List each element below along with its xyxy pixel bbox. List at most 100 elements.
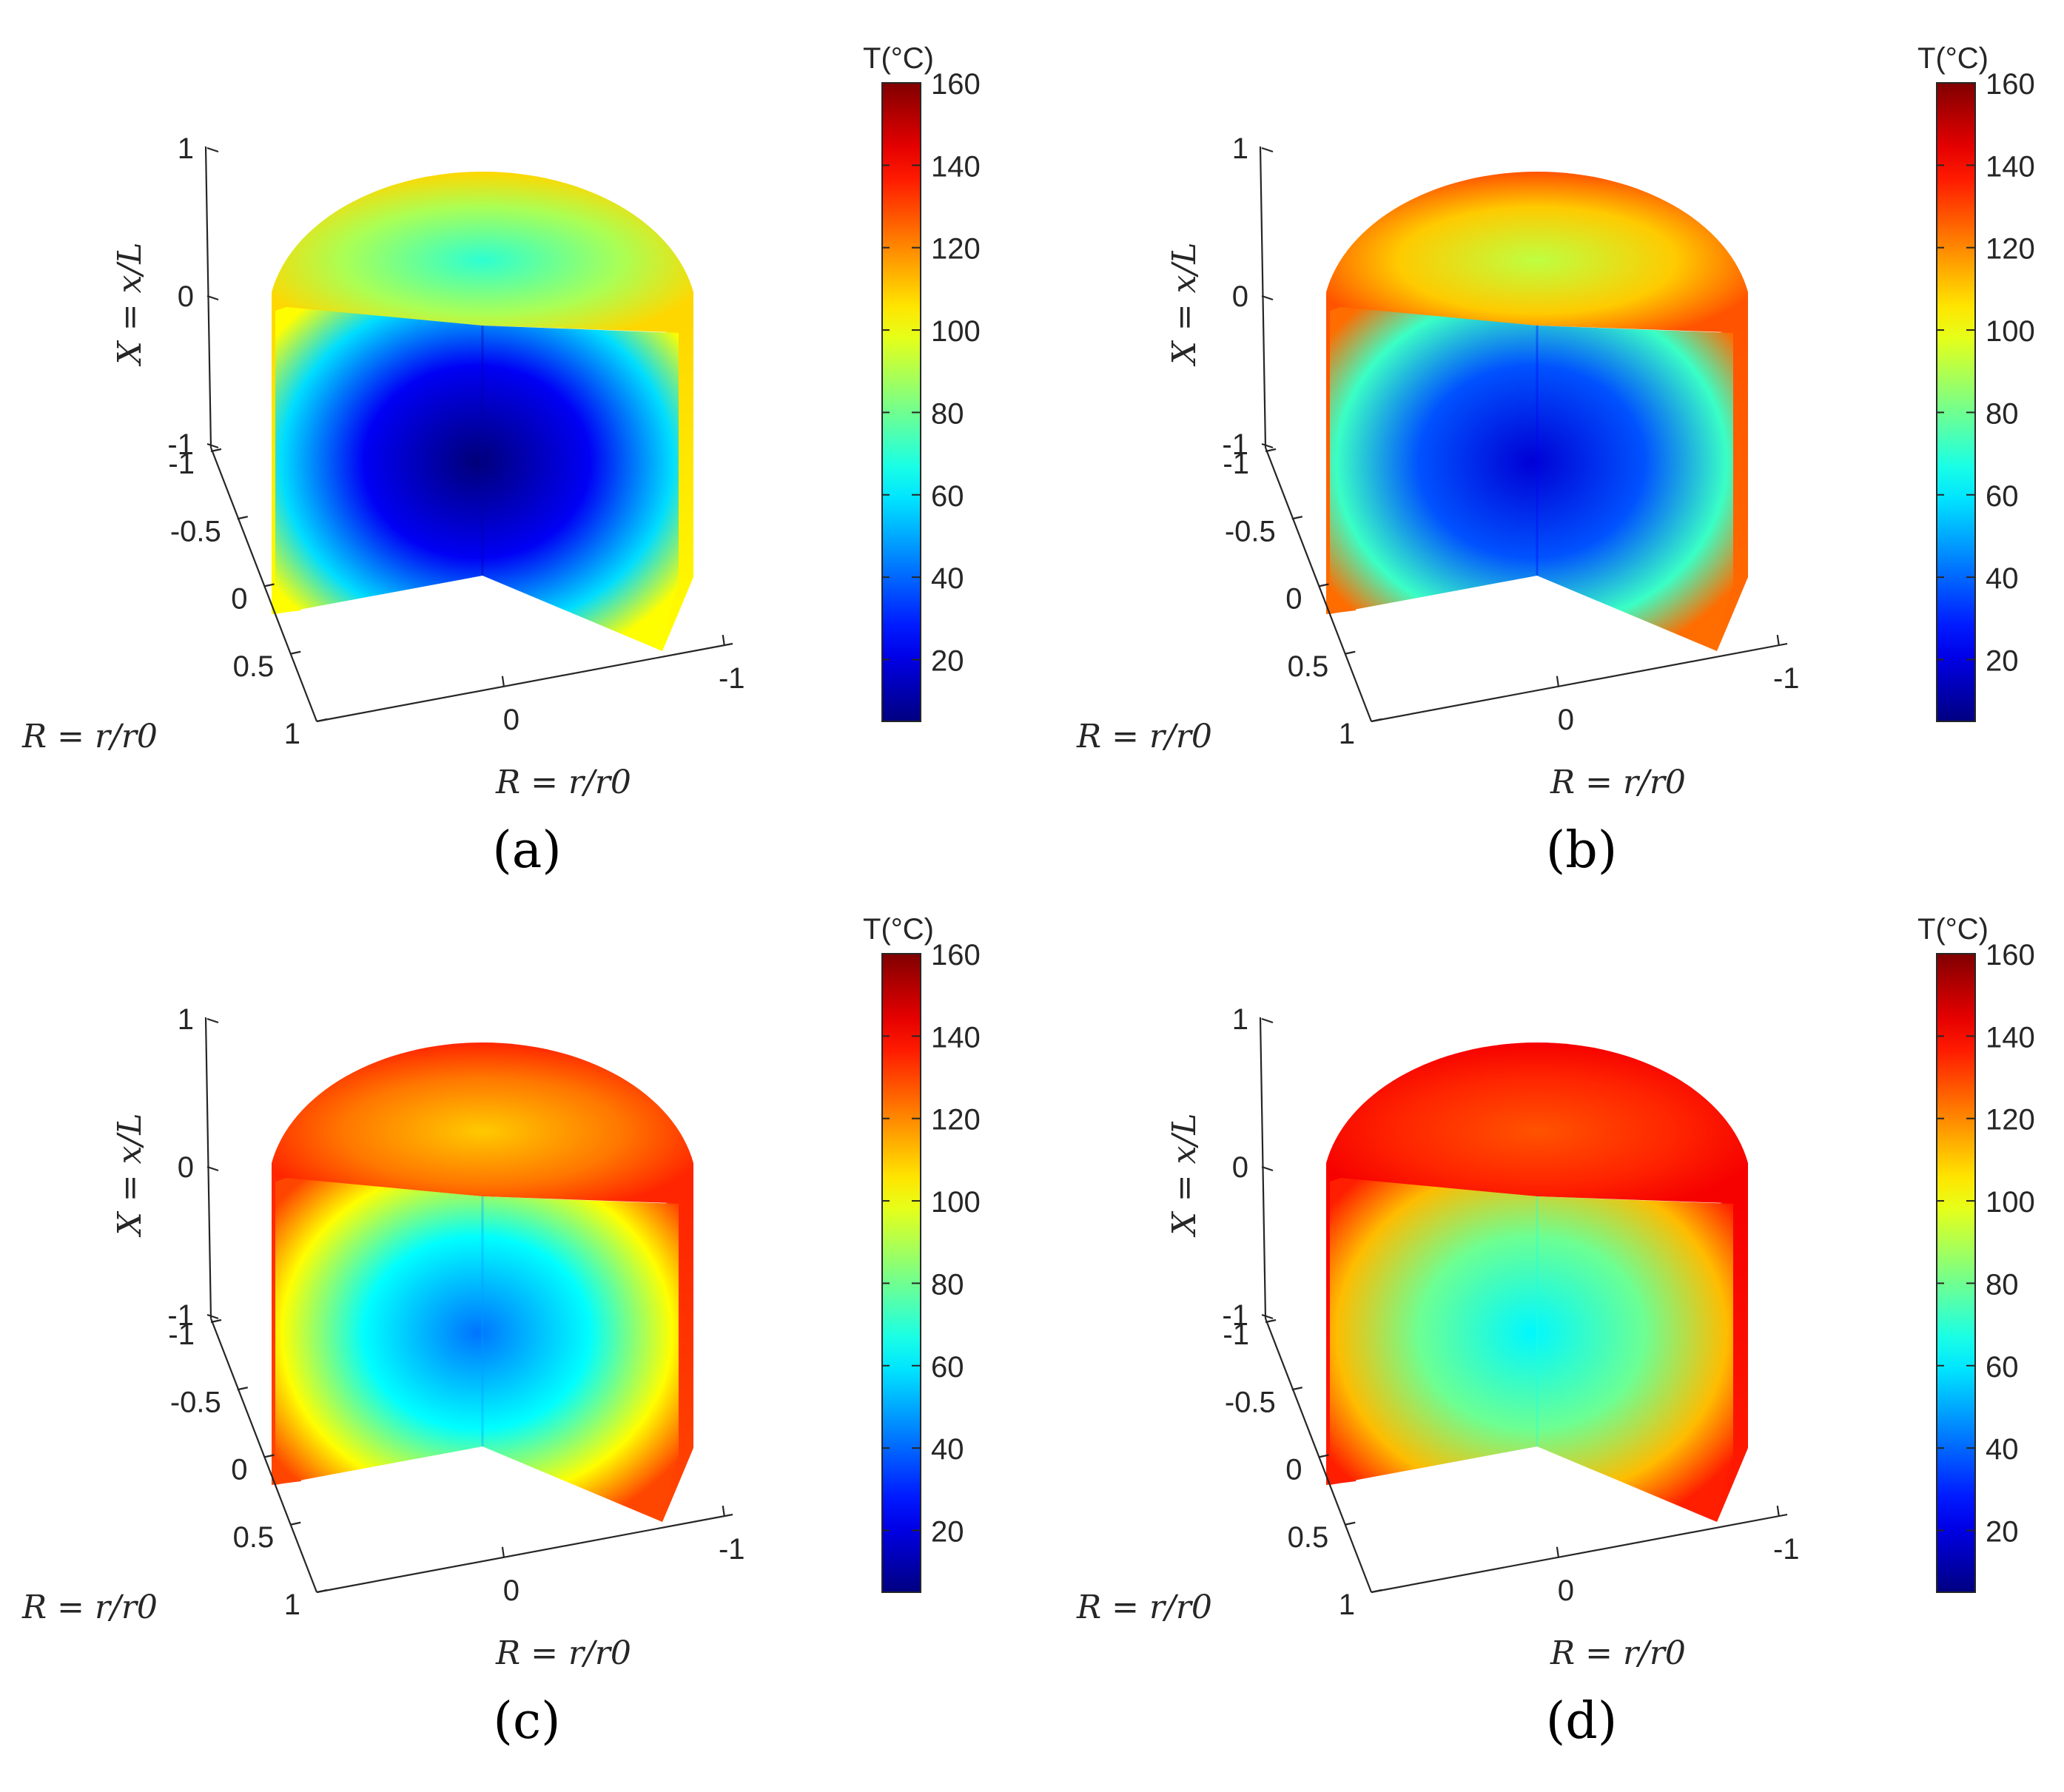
- x-axis-tick-label: 0: [1232, 1151, 1248, 1184]
- x-axis-tick-label: -1: [167, 1299, 194, 1332]
- panel-label: (c): [493, 1692, 560, 1751]
- cut-face: [1330, 1178, 1733, 1522]
- colorbar-tick-label: 40: [1986, 562, 2019, 595]
- colorbar: [1936, 82, 1976, 722]
- colorbar-tick-label: 100: [1986, 315, 2035, 348]
- r-axis-right-tick-label: -1: [719, 1533, 745, 1566]
- x-axis-tick-label: 0: [178, 1151, 194, 1184]
- r-axis-left-tick-label: 1: [1339, 718, 1355, 750]
- r-axis-right-tick-label: -1: [719, 662, 745, 695]
- r-axis-right-tick-label: 0: [503, 1574, 520, 1607]
- r-axis-left-tick-label: 1: [284, 718, 300, 750]
- colorbar-tick-label: 140: [1986, 1021, 2035, 1054]
- colorbar-tick-label: 140: [931, 150, 981, 183]
- r-axis-left-tick-label: -0.5: [1225, 1386, 1276, 1418]
- r-axis-right-tick-label: 0: [1558, 1574, 1574, 1607]
- colorbar-tick-label: 100: [931, 315, 981, 348]
- x-axis-tick-label: 1: [1232, 132, 1248, 165]
- panel-label: (b): [1546, 821, 1618, 880]
- colorbar-tick-label: 100: [931, 1186, 981, 1219]
- r-axis-left-tick-label: -0.5: [1225, 515, 1276, 548]
- colorbar-tick-label: 60: [931, 1351, 964, 1384]
- x-axis-tick-label: 0: [178, 280, 194, 313]
- r-axis-left-tick-label: -1: [1223, 1318, 1249, 1351]
- colorbar-tick-label: 20: [1986, 644, 2019, 677]
- x-axis-label: X = x/L: [1166, 242, 1203, 366]
- x-axis-tick-label: 1: [178, 132, 194, 165]
- colorbar-tick-label: 120: [1986, 233, 2035, 266]
- cut-face: [275, 307, 679, 651]
- colorbar-tick-label: 80: [1986, 397, 2019, 430]
- r-axis-left-label: R = r/r0: [1076, 718, 1212, 755]
- colorbar-tick-label: 20: [931, 644, 964, 677]
- colorbar-tick-label: 160: [1986, 68, 2035, 101]
- r-axis-left-tick-label: 0: [231, 1454, 247, 1486]
- r-axis-left-tick-label: 1: [1339, 1589, 1355, 1621]
- colorbar-title: T(°C): [1917, 913, 1989, 946]
- cylinder-top-surface: [1326, 1042, 1748, 1204]
- x-axis-tick-label: -1: [167, 428, 194, 461]
- colorbar-tick-label: 20: [1986, 1515, 2019, 1548]
- colorbar-tick-label: 20: [931, 1515, 964, 1548]
- panel-label: (a): [492, 821, 562, 880]
- panel-a: 10-1-1-0.500.51 0-1X = x/LR = r/r0R = r/r…: [21, 42, 981, 880]
- r-axis-left-tick-label: -1: [168, 448, 195, 480]
- colorbar-title: T(°C): [1917, 42, 1989, 75]
- r-axis-right-tick-label: 0: [503, 704, 520, 736]
- r-axis-left-tick-label: -0.5: [170, 1386, 221, 1418]
- r-axis-left-label: R = r/r0: [21, 1589, 158, 1626]
- colorbar-tick-label: 140: [1986, 150, 2035, 183]
- r-axis-right-tick-label: -1: [1773, 662, 1800, 695]
- r-axis-left-tick-label: 0: [1285, 583, 1302, 616]
- r-axis-right-label: R = r/r0: [1550, 1634, 1686, 1672]
- colorbar-tick-label: 140: [931, 1021, 981, 1054]
- panel-b: 10-1-1-0.500.51 0-1X = x/LR = r/r0R = r/r…: [1076, 42, 2035, 880]
- r-axis-left-tick-label: 0.5: [1288, 650, 1329, 683]
- colorbar-tick-label: 80: [931, 397, 964, 430]
- x-axis-tick-label: 1: [1232, 1003, 1248, 1036]
- panel-c: 10-1-1-0.500.51 0-1X = x/LR = r/r0R = r/r…: [21, 913, 981, 1751]
- cylinder-top-surface: [272, 1042, 693, 1204]
- colorbar-tick-label: 160: [931, 68, 981, 101]
- r-axis-left-tick-label: 0.5: [233, 1521, 275, 1554]
- colorbar-tick-label: 40: [1986, 1433, 2019, 1466]
- colorbar-tick-label: 80: [931, 1268, 964, 1301]
- r-axis-right-label: R = r/r0: [495, 1634, 631, 1672]
- x-axis-tick-label: -1: [1222, 1299, 1248, 1332]
- cut-face: [275, 1178, 679, 1522]
- x-axis-label: X = x/L: [111, 242, 149, 366]
- r-axis-left-tick-label: 1: [284, 1589, 300, 1621]
- colorbar-tick-label: 120: [931, 233, 981, 266]
- r-axis-left-tick-label: 0.5: [1288, 1521, 1329, 1554]
- colorbar-tick-label: 60: [1986, 1351, 2019, 1384]
- r-axis-left-tick-label: 0.5: [233, 650, 275, 683]
- colorbar-tick-label: 120: [931, 1104, 981, 1136]
- x-axis-tick-label: 1: [178, 1003, 194, 1036]
- colorbar-tick-label: 160: [931, 939, 981, 971]
- colorbar-tick-label: 60: [1986, 480, 2019, 513]
- colorbar-tick-label: 160: [1986, 939, 2035, 971]
- x-axis-label: X = x/L: [1166, 1113, 1203, 1237]
- r-axis-right-tick-label: 0: [1558, 704, 1574, 736]
- colorbar-tick-label: 120: [1986, 1104, 2035, 1136]
- colorbar-tick-label: 80: [1986, 1268, 2019, 1301]
- colorbar: [881, 82, 921, 722]
- colorbar-tick-label: 60: [931, 480, 964, 513]
- r-axis-left-tick-label: 0: [231, 583, 247, 616]
- colorbar-tick-label: 40: [931, 1433, 964, 1466]
- colorbar-tick-label: 40: [931, 562, 964, 595]
- cut-face: [1330, 307, 1733, 651]
- r-axis-left-tick-label: 0: [1285, 1454, 1302, 1486]
- colorbar-title: T(°C): [863, 913, 934, 946]
- r-axis-right-label: R = r/r0: [1550, 764, 1686, 801]
- x-axis-tick-label: -1: [1222, 428, 1248, 461]
- r-axis-left-tick-label: -1: [1223, 448, 1249, 480]
- cylinder-top-surface: [1326, 171, 1748, 333]
- panel-d: 10-1-1-0.500.51 0-1X = x/LR = r/r0R = r/r…: [1076, 913, 2035, 1751]
- r-axis-right-tick-label: -1: [1773, 1533, 1800, 1566]
- cylinder-top-surface: [272, 171, 693, 333]
- panel-label: (d): [1546, 1692, 1618, 1751]
- r-axis-left-tick-label: -1: [168, 1318, 195, 1351]
- r-axis-right-label: R = r/r0: [495, 764, 631, 801]
